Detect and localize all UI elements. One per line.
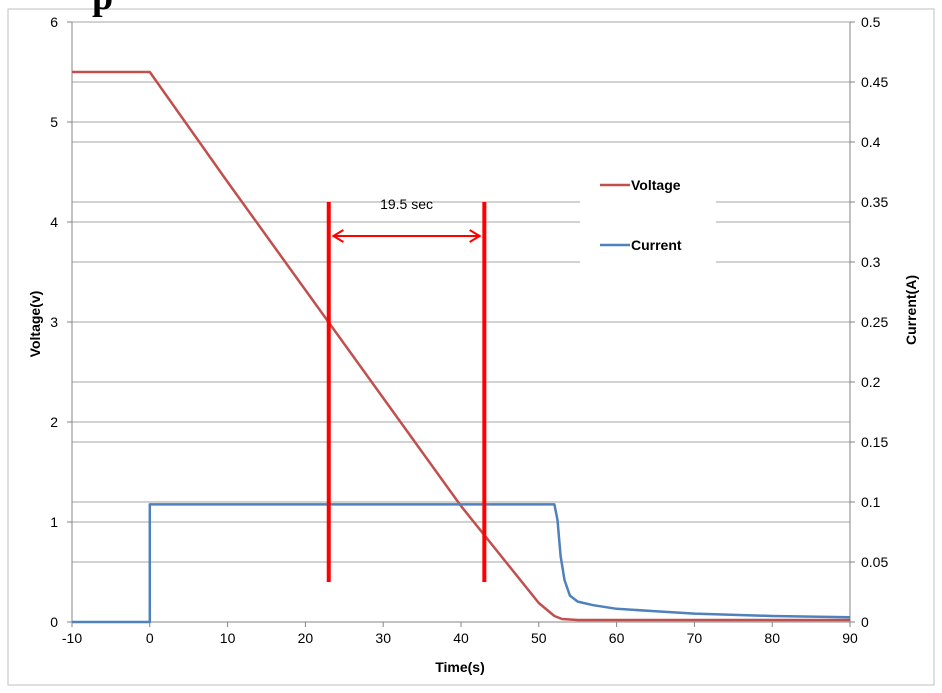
y-right-tick-label: 0.05 [861, 554, 888, 570]
y-left-tick-label: 4 [50, 214, 58, 230]
x-tick-label: 80 [764, 630, 780, 646]
series-lines [72, 70, 851, 624]
y-right-tick-label: 0.1 [861, 494, 881, 510]
y-right-tick-label: 0.2 [861, 374, 881, 390]
x-tick-label: 90 [842, 630, 858, 646]
legend-label-current: Current [631, 237, 682, 253]
duration-label: 19.5 sec [380, 196, 433, 212]
legend-box [580, 165, 716, 265]
y-right-tick-label: 0.5 [861, 14, 881, 30]
y-left-tick-label: 6 [50, 14, 58, 30]
x-tick-label: 60 [609, 630, 625, 646]
y-right-tick-label: 0.45 [861, 74, 888, 90]
annotations: 19.5 sec [326, 196, 487, 582]
page-title-fragment: p [92, 0, 113, 16]
tick-labels: -10 0 10 20 30 40 50 60 70 80 90012345600.050.10.1… [50, 14, 888, 646]
y-right-tick-label: 0 [861, 614, 869, 630]
y-right-tick-label: 0.35 [861, 194, 888, 210]
y-axis-right-label: Current(A) [903, 275, 919, 345]
x-tick-label: -10 [62, 630, 82, 646]
y-left-tick-label: 2 [50, 414, 58, 430]
x-tick-label: 50 [531, 630, 547, 646]
y-left-tick-label: 0 [50, 614, 58, 630]
y-left-tick-label: 1 [50, 514, 58, 530]
y-right-tick-label: 0.15 [861, 434, 888, 450]
x-tick-label: 10 [220, 630, 236, 646]
x-tick-label: 30 [375, 630, 391, 646]
y-right-tick-label: 0.4 [861, 134, 881, 150]
y-left-tick-label: 3 [50, 314, 58, 330]
x-tick-label: 40 [453, 630, 469, 646]
y-axis-left-label: Voltage(v) [27, 291, 43, 358]
y-right-tick-label: 0.25 [861, 314, 888, 330]
x-axis-label: Time(s) [435, 659, 485, 675]
chart-border [7, 8, 935, 686]
x-tick-label: 70 [687, 630, 703, 646]
axes [67, 21, 855, 627]
x-tick-label: 0 [146, 630, 154, 646]
arrow-head-left [331, 229, 344, 243]
arrow-head-right [469, 229, 482, 243]
y-right-tick-label: 0.3 [861, 254, 881, 270]
series-line-voltage [72, 70, 850, 622]
series-line-current [72, 503, 851, 624]
gridlines [72, 21, 850, 563]
y-left-tick-label: 5 [50, 114, 58, 130]
legend: Voltage Current [580, 165, 716, 265]
x-tick-label: 20 [298, 630, 314, 646]
legend-label-voltage: Voltage [631, 177, 681, 193]
